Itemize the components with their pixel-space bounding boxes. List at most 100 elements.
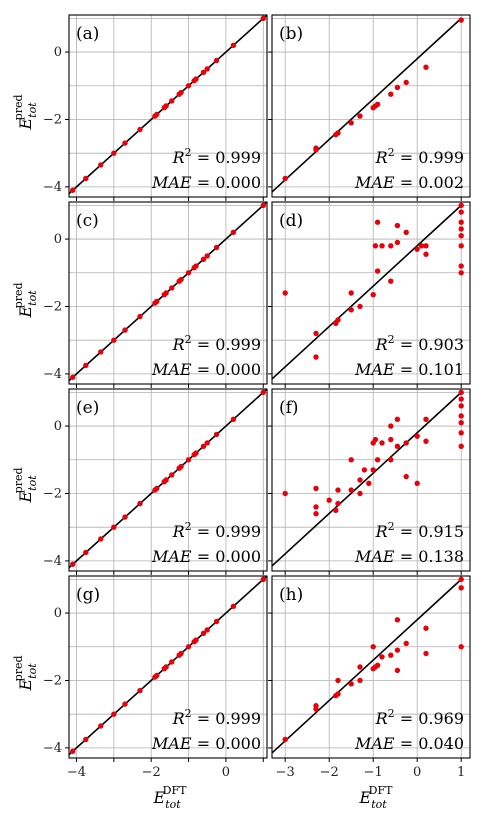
data-point xyxy=(388,243,394,249)
data-point xyxy=(348,307,354,313)
data-point xyxy=(137,687,143,694)
data-point xyxy=(122,514,128,520)
panel-label: (c) xyxy=(76,211,99,231)
panel-label: (f) xyxy=(279,398,299,418)
data-point xyxy=(83,549,89,556)
data-point xyxy=(388,91,394,97)
data-point xyxy=(169,285,175,291)
data-point xyxy=(313,485,319,492)
x-tick-label: −4 xyxy=(67,765,86,780)
r2-value: R2 = 0.915 xyxy=(375,520,464,541)
data-point xyxy=(111,711,117,717)
data-point xyxy=(374,268,381,274)
data-point xyxy=(394,443,401,449)
data-point xyxy=(335,130,341,136)
x-tick-label: −2 xyxy=(142,765,161,780)
x-axis-title-left: EtotDFT xyxy=(153,784,188,811)
data-point xyxy=(458,226,464,232)
data-point xyxy=(230,42,237,49)
data-point xyxy=(357,490,363,497)
data-point xyxy=(357,113,363,119)
data-point xyxy=(348,487,354,493)
fit-line xyxy=(271,578,462,754)
data-point xyxy=(282,290,288,296)
data-point xyxy=(423,438,429,444)
data-point xyxy=(394,667,401,674)
data-point xyxy=(388,278,394,284)
y-tick-label: −2 xyxy=(43,112,62,127)
mae-value: MAE = 0.101 xyxy=(354,360,464,379)
y-axis-title-row1: Etotpred xyxy=(12,94,39,130)
x-tick-label: −3 xyxy=(276,765,295,780)
data-point xyxy=(458,420,464,426)
data-point xyxy=(83,362,89,369)
data-point xyxy=(185,644,192,650)
panel-label: (a) xyxy=(76,24,99,44)
y-tick-label: −4 xyxy=(43,367,62,382)
data-point xyxy=(213,431,220,438)
data-point xyxy=(163,477,169,483)
panel-label: (e) xyxy=(76,398,99,418)
y-tick-label: 0 xyxy=(54,606,62,621)
data-point xyxy=(388,423,394,429)
data-point xyxy=(458,17,464,23)
r2-value: R2 = 0.999 xyxy=(172,707,261,728)
mae-value: MAE = 0.000 xyxy=(151,547,261,566)
mae-value: MAE = 0.000 xyxy=(151,173,261,192)
data-point xyxy=(204,627,210,633)
y-tick-label: −4 xyxy=(43,180,62,195)
data-point xyxy=(193,76,199,82)
data-point xyxy=(361,467,368,473)
data-point xyxy=(313,354,319,360)
data-point xyxy=(458,270,464,276)
panel-d: (d) R2 = 0.903 MAE = 0.101 xyxy=(268,201,471,388)
data-point xyxy=(200,69,207,75)
data-point xyxy=(313,504,319,510)
data-point xyxy=(122,701,128,707)
panel-frame xyxy=(271,14,471,198)
data-point xyxy=(348,457,354,463)
data-point xyxy=(70,748,76,754)
r2-value: R2 = 0.999 xyxy=(375,146,464,167)
data-point xyxy=(370,467,376,473)
data-point xyxy=(348,120,354,126)
data-point xyxy=(98,536,104,542)
data-point xyxy=(163,103,169,109)
data-point xyxy=(458,209,464,215)
data-point xyxy=(169,472,175,478)
data-point xyxy=(185,83,192,89)
fit-line xyxy=(271,204,462,380)
data-point xyxy=(178,463,184,470)
data-point xyxy=(458,576,464,583)
data-point xyxy=(458,430,464,436)
panel-b: (b) R2 = 0.999 MAE = 0.002 xyxy=(268,14,471,201)
panel-label: (g) xyxy=(76,585,100,605)
data-point xyxy=(394,239,401,246)
data-point xyxy=(70,187,76,193)
data-point xyxy=(313,330,319,337)
panel-frame xyxy=(68,14,268,198)
y-tick-label: −2 xyxy=(43,299,62,314)
data-point xyxy=(230,416,237,423)
data-point xyxy=(458,243,464,249)
data-point xyxy=(414,433,420,439)
data-point xyxy=(418,243,425,249)
fit-line xyxy=(271,391,462,567)
data-point xyxy=(423,625,429,631)
data-point xyxy=(213,57,220,64)
data-point xyxy=(366,480,372,487)
panel-g: −4 −2 0 −4 −2 0 (g) R2 = 0.999 MAE = 0.000 xyxy=(43,575,268,780)
data-point xyxy=(374,457,381,463)
panel-f: (f) R2 = 0.915 MAE = 0.138 xyxy=(268,388,471,575)
data-point xyxy=(260,202,266,209)
data-point xyxy=(379,440,385,446)
data-point xyxy=(326,497,332,503)
y-axis-titles: Etotpred Etotpred Etotpred Etotpred xyxy=(12,94,39,691)
panel-label: (h) xyxy=(279,585,303,605)
data-point xyxy=(313,145,319,151)
data-point xyxy=(154,298,160,305)
data-point xyxy=(193,450,199,456)
r2-value: R2 = 0.999 xyxy=(172,333,261,354)
data-point xyxy=(335,677,341,684)
x-tick-label: −1 xyxy=(364,765,383,780)
